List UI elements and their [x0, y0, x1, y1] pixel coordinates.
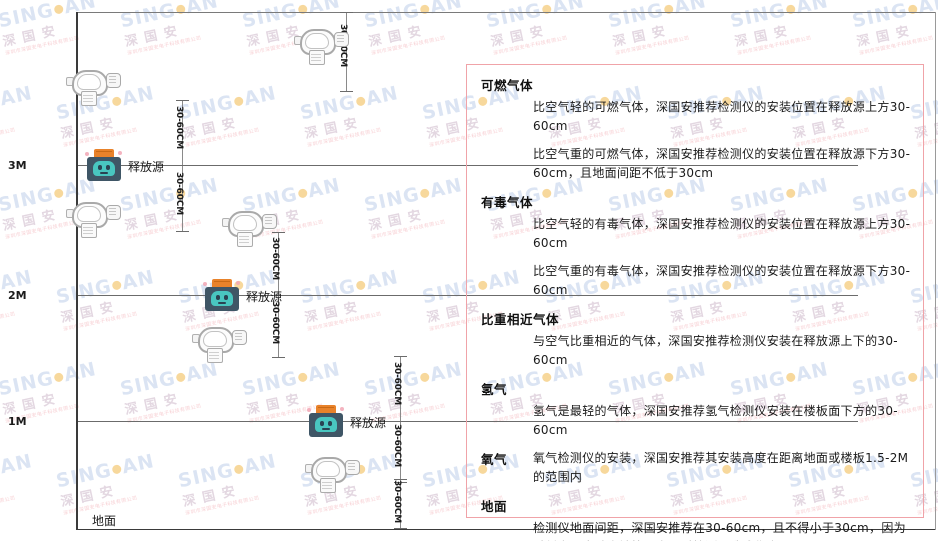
gas-detector-icon: [305, 455, 360, 493]
dimension-30-60cm: 30-60CM: [392, 356, 414, 422]
release-source-icon: [307, 405, 345, 439]
level-line-2m: [78, 295, 858, 296]
gas-detector-icon: [294, 27, 349, 65]
release-source-label: 释放源: [246, 290, 283, 304]
dimension-30-60cm: 30-60CM: [174, 100, 196, 166]
guideline-section-heading: 有毒气体: [481, 195, 534, 210]
guideline-section-heading: 氢气: [481, 382, 508, 397]
guideline-section: 可燃气体比空气轻的可燃气体，深国安推荐检测仪的安装位置在释放源上方30-60cm…: [481, 75, 911, 183]
guideline-section-heading: 可燃气体: [481, 78, 534, 93]
guideline-paragraph: 氢气是最轻的气体，深国安推荐氢气检测仪安装在楼板面下方的30-60cm: [533, 404, 898, 437]
chart-bottom-border: [76, 529, 936, 530]
release-source-icon: [203, 279, 241, 313]
dimension-30-60cm: 30-60CM: [392, 480, 414, 529]
guideline-paragraph: 氧气检测仪的安装，深国安推荐其安装高度在距离地面或楼板1.5-2M的范围内: [533, 451, 909, 484]
gas-detector-icon: [66, 68, 121, 106]
installation-guidelines-panel: 可燃气体比空气轻的可燃气体，深国安推荐检测仪的安装位置在释放源上方30-60cm…: [466, 64, 924, 541]
guideline-paragraph: 比空气重的可燃气体，深国安推荐检测仪的安装位置在释放源下方30-60cm，且地面…: [533, 147, 911, 180]
dimension-30-60cm: 30-60CM: [338, 12, 360, 92]
guideline-paragraph: 比空气轻的有毒气体，深国安推荐检测仪的安装位置在释放源上方30-60cm: [533, 217, 911, 250]
gas-detector-icon: [222, 209, 277, 247]
level-line-1m: [78, 421, 858, 422]
level-label-2m: 2M: [8, 289, 27, 302]
dimension-30-60cm: 30-60CM: [392, 422, 414, 480]
guideline-section: 地面检测仪地面间距，深国安推荐在30-60cm，且不得小于30cm，因为过低容易…: [481, 496, 911, 541]
gas-detector-icon: [66, 200, 121, 238]
chart-top-border: [76, 12, 936, 13]
level-label-3m: 3M: [8, 159, 27, 172]
dimension-30-60cm: 30-60CM: [174, 166, 196, 232]
release-source-label: 释放源: [128, 160, 165, 174]
guideline-paragraph: 比空气重的有毒气体，深国安推荐检测仪的安装位置在释放源下方30-60cm: [533, 264, 911, 297]
guideline-section: 有毒气体比空气轻的有毒气体，深国安推荐检测仪的安装位置在释放源上方30-60cm…: [481, 192, 911, 300]
gas-detector-icon: [192, 325, 247, 363]
guideline-section: 比重相近气体与空气比重相近的气体，深国安推荐检测仪安装在释放源上下的30-60c…: [481, 309, 911, 370]
level-label-1m: 1M: [8, 415, 27, 428]
dimension-30-60cm: 30-60CM: [270, 232, 292, 296]
release-source-icon: [85, 149, 123, 183]
guideline-paragraph: 检测仪地面间距，深国安推荐在30-60cm，且不得小于30cm，因为过低容易水溅…: [533, 521, 906, 541]
guideline-section: 氧气 氧气检测仪的安装，深国安推荐其安装高度在距离地面或楼板1.5-2M的范围内: [481, 449, 911, 487]
guideline-section-heading: 地面: [481, 499, 508, 514]
level-line-3m: [78, 165, 858, 166]
dimension-30-60cm: 30-60CM: [270, 296, 292, 358]
chart-right-border: [935, 12, 936, 530]
guideline-section-heading: 比重相近气体: [481, 312, 560, 327]
ground-label: 地面: [92, 514, 117, 528]
guideline-section-heading: 氧气: [481, 452, 508, 467]
chart-vertical-axis: [76, 12, 78, 530]
guideline-paragraph: 比空气轻的可燃气体，深国安推荐检测仪的安装位置在释放源上方30-60cm: [533, 100, 911, 133]
release-source-label: 释放源: [350, 416, 387, 430]
guideline-paragraph: 与空气比重相近的气体，深国安推荐检测仪安装在释放源上下的30-60cm: [533, 334, 898, 367]
guideline-section: 氢气氢气是最轻的气体，深国安推荐氢气检测仪安装在楼板面下方的30-60cm: [481, 379, 911, 440]
